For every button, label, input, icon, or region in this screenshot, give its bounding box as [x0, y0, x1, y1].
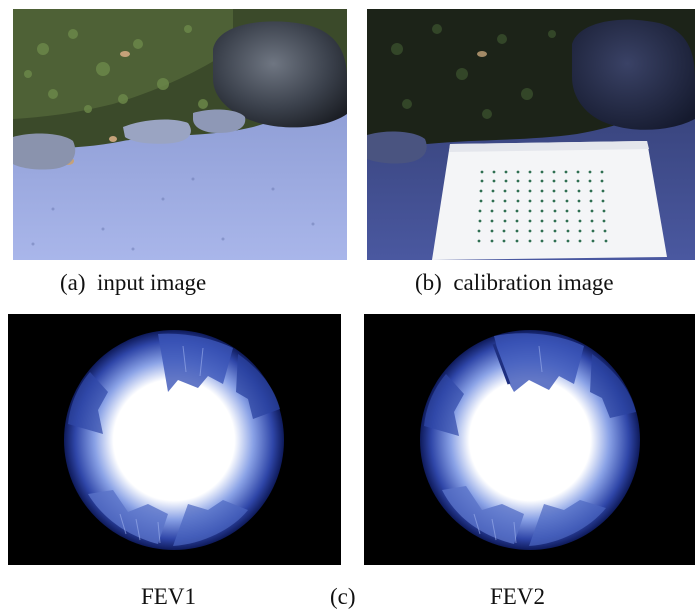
fev2-image [364, 314, 695, 565]
caption-input-image: (a) input image [60, 270, 206, 296]
caption-fev1: FEV1 [141, 584, 196, 609]
calibration-image-photo [367, 9, 695, 260]
input-image-photo [13, 9, 347, 260]
caption-a-label: (a) [60, 270, 86, 295]
caption-a-text: input image [97, 270, 207, 295]
caption-fev2: FEV2 [490, 584, 545, 609]
fev1-image [8, 314, 341, 565]
input-image [13, 9, 347, 260]
calibration-image [367, 9, 695, 260]
fev2-fisheye-photo [364, 314, 695, 565]
caption-b-label: (b) [415, 270, 442, 295]
caption-b-text: calibration image [453, 270, 614, 295]
caption-calibration-image: (b) calibration image [415, 270, 614, 296]
fev1-fisheye-photo [8, 314, 341, 565]
caption-c-label: (c) [330, 584, 356, 609]
